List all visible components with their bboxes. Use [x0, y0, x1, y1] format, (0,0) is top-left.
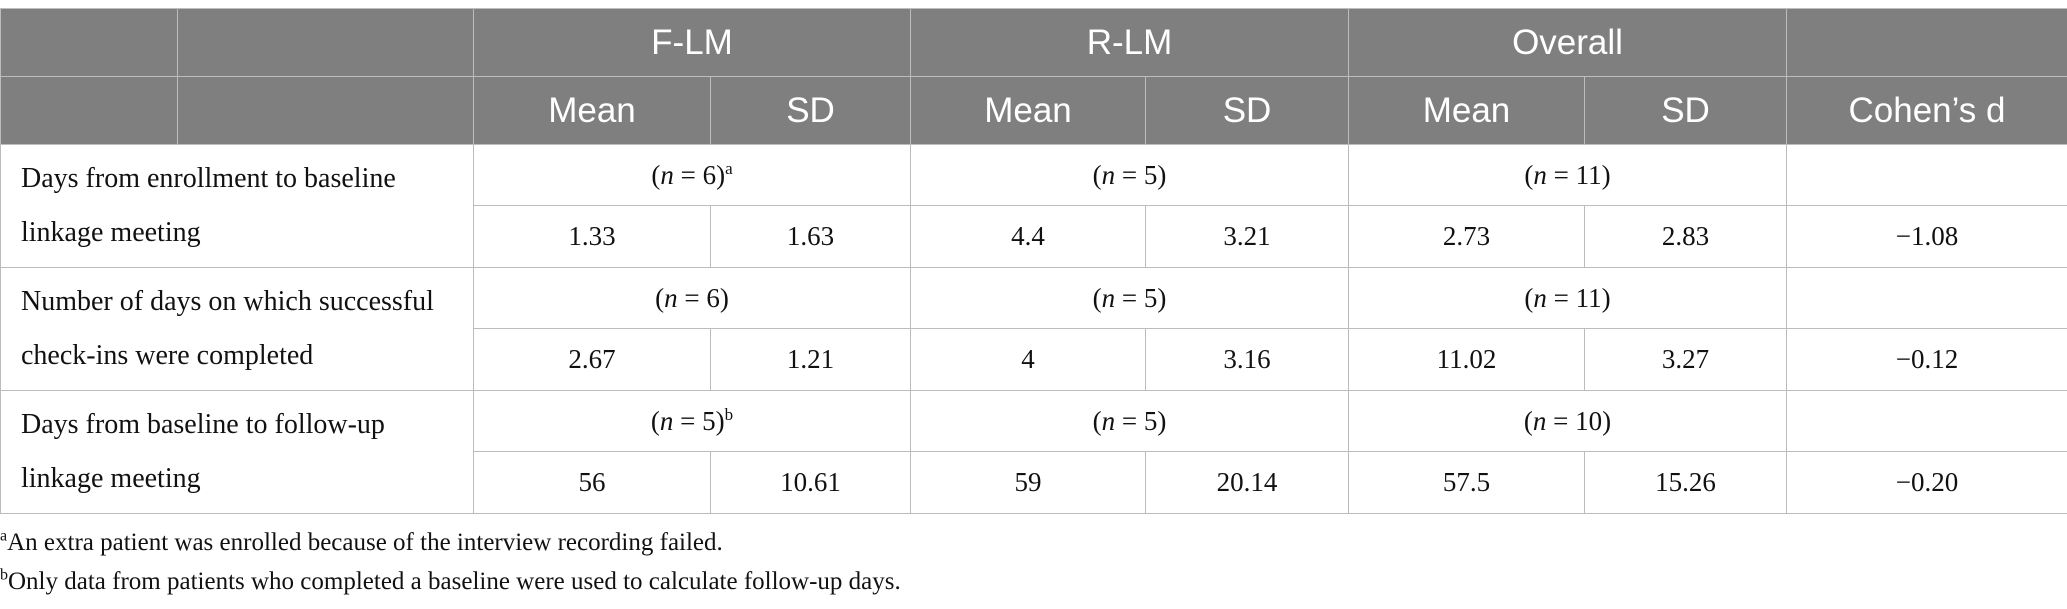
value-cell: 1.33	[473, 205, 711, 268]
n-cell: (n = 6)	[473, 267, 911, 329]
value-cell: 1.21	[710, 328, 911, 391]
value-cell: 10.61	[710, 451, 911, 514]
subheader-mean: Mean	[473, 76, 711, 145]
value-cell: 59	[910, 451, 1146, 514]
n-cell: (n = 5)	[910, 144, 1349, 206]
n-cell: (n = 10)	[1348, 390, 1787, 452]
header-blank-cell	[1786, 8, 2067, 77]
results-table: F-LM R-LM Overall Mean SD Mean SD Mean S…	[0, 8, 2067, 514]
value-cell: 20.14	[1145, 451, 1349, 514]
group-header-flm: F-LM	[473, 8, 911, 77]
value-cell: 11.02	[1348, 328, 1585, 391]
header-blank-cell	[0, 8, 178, 77]
footnote: bOnly data from patients who completed a…	[0, 562, 901, 601]
empty-cell	[1786, 390, 2067, 452]
row-label: Days from enrollment to baseline linkage…	[0, 144, 474, 268]
header-blank-cell	[177, 76, 474, 145]
cohens-d-cell: −1.08	[1786, 205, 2067, 268]
row-label: Days from baseline to follow-up linkage …	[0, 390, 474, 514]
value-cell: 3.16	[1145, 328, 1349, 391]
cohens-d-cell: −0.12	[1786, 328, 2067, 391]
footnote: aAn extra patient was enrolled because o…	[0, 523, 901, 562]
n-cell: (n = 11)	[1348, 267, 1787, 329]
subheader-cohens-d: Cohen’s d	[1786, 76, 2067, 145]
table-row: 1.33 1.63 4.4 3.21 2.73 2.83 −1.08	[1, 205, 2067, 268]
n-cell: (n = 6)a	[473, 144, 911, 206]
value-cell: 2.73	[1348, 205, 1585, 268]
n-cell: (n = 5)	[910, 390, 1349, 452]
cohens-d-cell: −0.20	[1786, 451, 2067, 514]
value-cell: 15.26	[1584, 451, 1787, 514]
table-row: Number of days on which successful check…	[0, 267, 2067, 391]
table-footnotes: aAn extra patient was enrolled because o…	[0, 523, 901, 601]
subheader-sd: SD	[1584, 76, 1787, 145]
header-blank-cell	[177, 8, 474, 77]
value-cell: 4.4	[910, 205, 1146, 268]
subheader-mean: Mean	[910, 76, 1146, 145]
value-cell: 57.5	[1348, 451, 1585, 514]
value-cell: 3.27	[1584, 328, 1787, 391]
footnote-mark: a	[0, 527, 8, 545]
value-cell: 56	[473, 451, 711, 514]
empty-cell	[1786, 144, 2067, 206]
group-header-overall: Overall	[1348, 8, 1787, 77]
table-row: Days from enrollment to baseline linkage…	[0, 144, 2067, 268]
footnote-mark: a	[725, 158, 733, 178]
footnote-mark: b	[0, 566, 8, 584]
header-blank-cell	[0, 76, 178, 145]
value-cell: 4	[910, 328, 1146, 391]
table-row: 2.67 1.21 4 3.16 11.02 3.27 −0.12	[1, 328, 2067, 391]
n-cell: (n = 5)b	[473, 390, 911, 452]
group-header-rlm: R-LM	[910, 8, 1349, 77]
group-header-row: F-LM R-LM Overall	[0, 8, 2067, 77]
subheader-sd: SD	[710, 76, 911, 145]
footnote-mark: b	[724, 404, 734, 424]
value-cell: 3.21	[1145, 205, 1349, 268]
subheader-sd: SD	[1145, 76, 1349, 145]
value-cell: 1.63	[710, 205, 911, 268]
n-cell: (n = 5)	[910, 267, 1349, 329]
subheader-row: Mean SD Mean SD Mean SD Cohen’s d	[0, 76, 2067, 145]
n-cell: (n = 11)	[1348, 144, 1787, 206]
row-label: Number of days on which successful check…	[0, 267, 474, 391]
value-cell: 2.83	[1584, 205, 1787, 268]
table-row: 56 10.61 59 20.14 57.5 15.26 −0.20	[1, 451, 2067, 514]
footnote-text: An extra patient was enrolled because of…	[7, 529, 723, 556]
empty-cell	[1786, 267, 2067, 329]
table-row: Days from baseline to follow-up linkage …	[0, 390, 2067, 514]
value-cell: 2.67	[473, 328, 711, 391]
footnote-text: Only data from patients who completed a …	[8, 568, 901, 595]
subheader-mean: Mean	[1348, 76, 1585, 145]
